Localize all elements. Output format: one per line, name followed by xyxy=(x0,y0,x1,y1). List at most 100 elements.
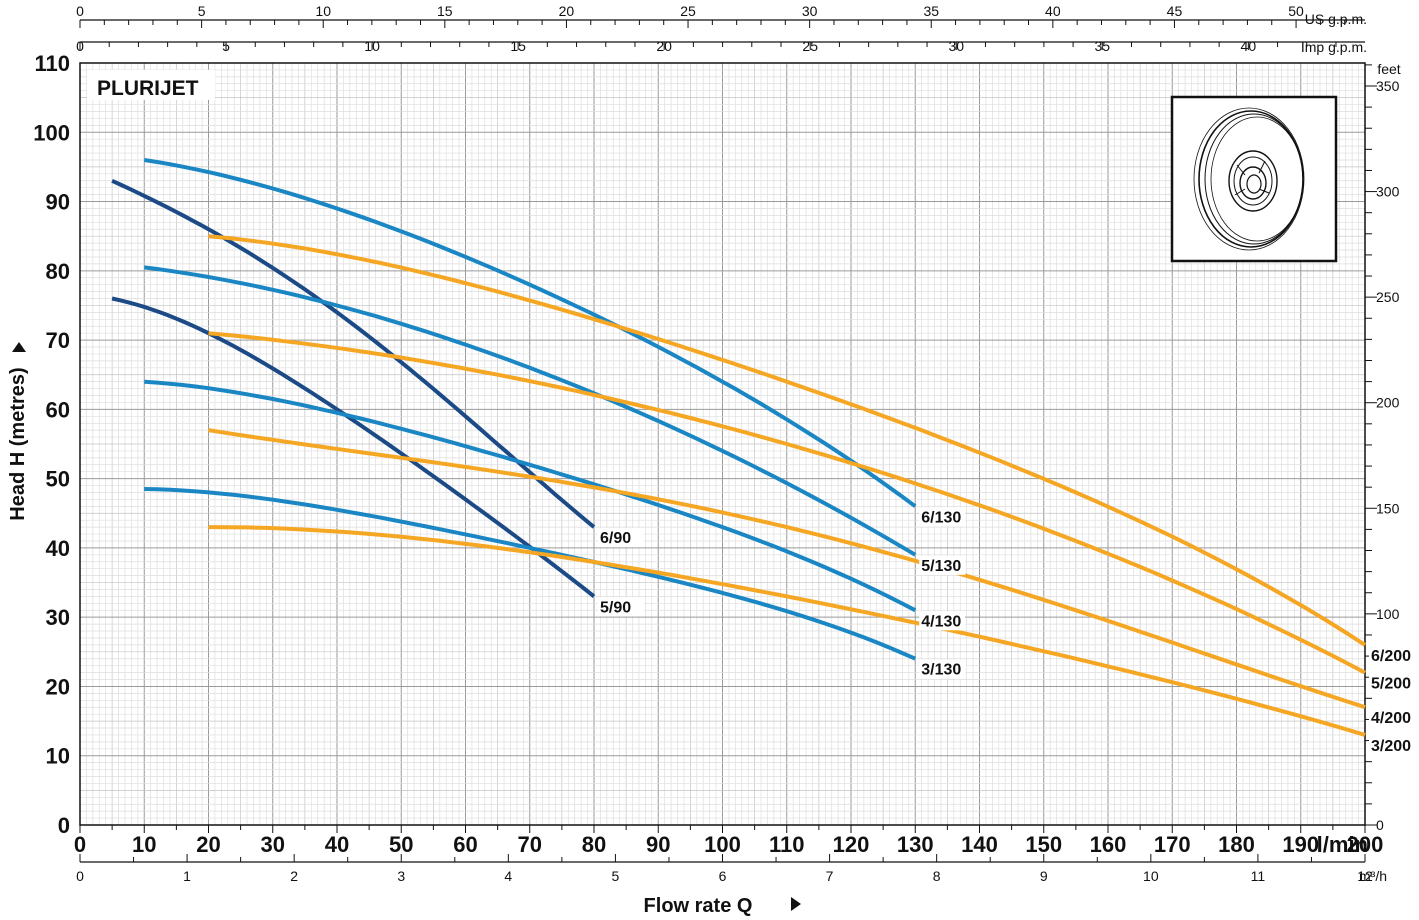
x-tick-label: 200 xyxy=(1347,832,1384,857)
series-label: 3/130 xyxy=(921,662,961,679)
chart-title: PLURIJET xyxy=(97,77,199,100)
series-line-5-90 xyxy=(111,296,596,598)
y-tick-label: 100 xyxy=(33,120,70,145)
series-label-bg xyxy=(1369,673,1415,693)
title-box xyxy=(87,70,215,100)
x-tick-label: 120 xyxy=(833,832,870,857)
series-label: 5/90 xyxy=(600,599,631,616)
y-tick-label: 0 xyxy=(58,813,70,838)
series-line-4-200 xyxy=(208,428,1366,710)
us-gpm-tick-label: 35 xyxy=(923,3,939,19)
y-tick-label: 30 xyxy=(46,605,70,630)
us-gpm-tick-label: 20 xyxy=(559,3,575,19)
series-label-bg xyxy=(919,611,966,631)
series-label-bg xyxy=(1369,708,1415,728)
series-label-bg xyxy=(1369,735,1415,755)
m3h-tick-label: 10 xyxy=(1143,868,1159,884)
y-tick-label: 80 xyxy=(46,259,70,284)
m3h-axis-label: m³/h xyxy=(1359,868,1387,884)
x-tick-label: 50 xyxy=(389,832,413,857)
series-label-bg xyxy=(919,507,966,527)
series-label: 3/200 xyxy=(1371,738,1411,755)
series-label-bg xyxy=(598,597,644,617)
series-label: 4/130 xyxy=(921,613,961,630)
m3h-tick-label: 1 xyxy=(183,868,191,884)
series-label: 6/130 xyxy=(921,509,961,526)
y-axis-title: Head H (metres) xyxy=(7,367,29,520)
series-label-bg xyxy=(919,555,966,575)
series-line-6-130 xyxy=(143,158,917,508)
series-label: 6/200 xyxy=(1371,648,1411,665)
x-tick-label: 130 xyxy=(897,832,934,857)
imp-gpm-tick-label: 25 xyxy=(802,38,818,54)
y-axis-arrow-icon xyxy=(12,342,26,352)
us-gpm-tick-label: 15 xyxy=(437,3,453,19)
series-label: 6/90 xyxy=(600,530,631,547)
y-tick-label: 90 xyxy=(46,190,70,215)
imp-gpm-axis-label: Imp g.p.m. xyxy=(1301,39,1367,55)
us-gpm-tick-label: 0 xyxy=(76,3,84,19)
imp-gpm-tick-label: 35 xyxy=(1095,38,1111,54)
series-labels: 6/90 5/90 6/130 5/130 4/130 3/130 6/200 5/200 4/… xyxy=(598,507,1415,755)
y-tick-label: 40 xyxy=(46,536,70,561)
series-line-3-130 xyxy=(144,487,917,661)
feet-tick-label: 150 xyxy=(1376,500,1400,516)
us-gpm-tick-label: 50 xyxy=(1288,3,1304,19)
series-label: 5/130 xyxy=(921,558,961,575)
x-tick-label: 170 xyxy=(1154,832,1191,857)
imp-gpm-tick-label: 30 xyxy=(948,38,964,54)
m3h-tick-label: 12 xyxy=(1357,868,1373,884)
x-tick-label: 90 xyxy=(646,832,670,857)
m3h-tick-label: 2 xyxy=(290,868,298,884)
x-tick-label: 10 xyxy=(132,832,156,857)
imp-gpm-tick-label: 0 xyxy=(76,38,84,54)
feet-axis-label: feet xyxy=(1377,61,1400,77)
feet-tick-label: 300 xyxy=(1376,184,1400,200)
imp-gpm-tick-label: 20 xyxy=(656,38,672,54)
series-line-5-200 xyxy=(208,331,1366,675)
x-tick-label: 100 xyxy=(704,832,741,857)
us-gpm-tick-label: 25 xyxy=(680,3,696,19)
imp-gpm-tick-label: 5 xyxy=(222,38,230,54)
series-layer xyxy=(111,158,1367,737)
imp-gpm-tick-label: 40 xyxy=(1241,38,1257,54)
series-label-bg xyxy=(919,659,966,679)
chart-grid xyxy=(80,63,1365,825)
y-tick-label: 10 xyxy=(46,744,70,769)
m3h-tick-label: 7 xyxy=(826,868,834,884)
series-line-4-130 xyxy=(144,379,917,613)
x-tick-label: 160 xyxy=(1090,832,1127,857)
y-axis: 0 10 20 30 40 50 60 70 80 90 100 110 Head H (metres) xyxy=(7,51,70,838)
m3h-tick-label: 9 xyxy=(1040,868,1048,884)
series-line-5-130 xyxy=(144,265,917,557)
x-tick-label: 150 xyxy=(1025,832,1062,857)
x-axis-title: Flow rate Q xyxy=(644,895,753,917)
x-axis: 0 10 20 30 40 50 60 70 80 90 100 110 120 130 140 150 160… xyxy=(74,825,1387,917)
x-tick-label: 140 xyxy=(961,832,998,857)
imp-gpm-tick-label: 10 xyxy=(364,38,380,54)
x-tick-label: 180 xyxy=(1218,832,1255,857)
y-tick-label: 110 xyxy=(35,51,71,76)
us-gpm-tick-label: 45 xyxy=(1167,3,1183,19)
feet-tick-label: 0 xyxy=(1376,817,1384,833)
series-line-6-200 xyxy=(208,234,1367,647)
x-tick-label: 80 xyxy=(582,832,606,857)
x-tick-label: 0 xyxy=(74,832,86,857)
x-tick-label: 30 xyxy=(261,832,285,857)
us-gpm-tick-label: 5 xyxy=(198,3,206,19)
x-tick-label: 40 xyxy=(325,832,349,857)
imp-gpm-tick-label: 15 xyxy=(510,38,526,54)
us-gpm-tick-label: 40 xyxy=(1045,3,1061,19)
m3h-tick-label: 6 xyxy=(719,868,727,884)
m3h-tick-label: 3 xyxy=(397,868,405,884)
top-axes: 0 5 10 15 20 25 30 35 40 45 50 US g.p.m. 0 5 10 15 20 25 3… xyxy=(76,3,1367,55)
y-tick-label: 50 xyxy=(46,467,70,492)
series-line-3-200 xyxy=(208,525,1366,737)
m3h-tick-label: 0 xyxy=(76,868,84,884)
series-label: 4/200 xyxy=(1371,710,1411,727)
x-tick-label: 190 xyxy=(1282,832,1319,857)
impeller-drawing-icon xyxy=(1193,107,1305,251)
y-tick-label: 70 xyxy=(46,328,70,353)
x-tick-label: 70 xyxy=(518,832,542,857)
